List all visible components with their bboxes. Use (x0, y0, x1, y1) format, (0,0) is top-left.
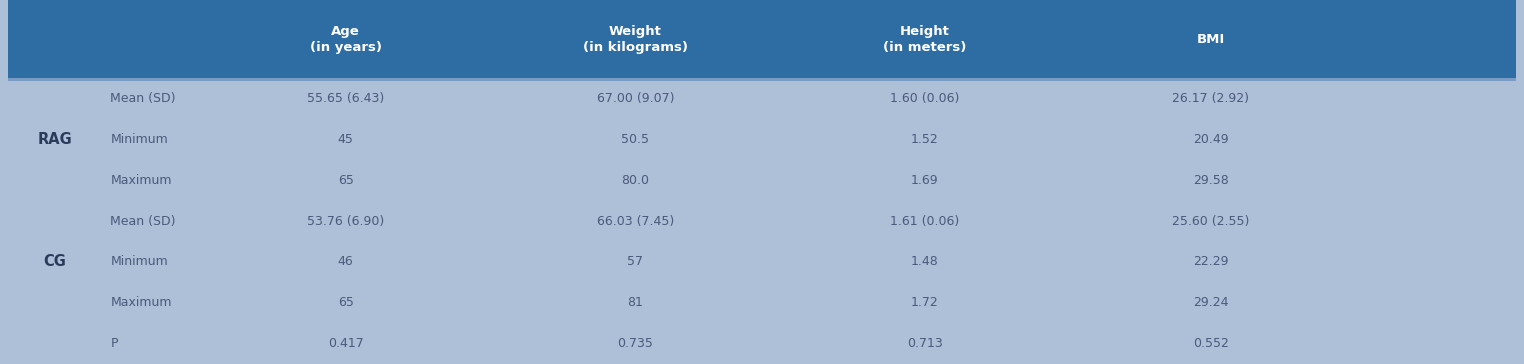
Text: 80.0: 80.0 (622, 174, 649, 187)
Text: 25.60 (2.55): 25.60 (2.55) (1172, 215, 1250, 228)
Bar (8, 78, 1516, 81)
Text: 65: 65 (338, 296, 354, 309)
Text: 1.61 (0.06): 1.61 (0.06) (890, 215, 960, 228)
Text: Minimum: Minimum (110, 133, 168, 146)
Bar (8, 78, 1516, 364)
Text: 67.00 (9.07): 67.00 (9.07) (596, 92, 674, 105)
Text: 57: 57 (628, 256, 643, 269)
Text: 46: 46 (338, 256, 354, 269)
Text: Minimum: Minimum (110, 256, 168, 269)
Text: Age
(in years): Age (in years) (309, 25, 381, 54)
Text: 1.60 (0.06): 1.60 (0.06) (890, 92, 960, 105)
Text: 81: 81 (628, 296, 643, 309)
Text: Maximum: Maximum (110, 174, 172, 187)
Text: 66.03 (7.45): 66.03 (7.45) (596, 215, 674, 228)
Text: BMI: BMI (1196, 33, 1225, 46)
Bar (8, 0, 1516, 78)
Text: 1.69: 1.69 (911, 174, 939, 187)
Text: 0.552: 0.552 (1193, 337, 1228, 350)
Text: 65: 65 (338, 174, 354, 187)
Text: 53.76 (6.90): 53.76 (6.90) (306, 215, 384, 228)
Text: CG: CG (44, 254, 67, 269)
Text: 1.48: 1.48 (911, 256, 939, 269)
Text: Maximum: Maximum (110, 296, 172, 309)
Text: Weight
(in kilograms): Weight (in kilograms) (582, 25, 687, 54)
Text: 20.49: 20.49 (1193, 133, 1228, 146)
Text: 0.417: 0.417 (328, 337, 363, 350)
Text: Height
(in meters): Height (in meters) (884, 25, 966, 54)
Text: 1.72: 1.72 (911, 296, 939, 309)
Text: 0.735: 0.735 (617, 337, 654, 350)
Text: 50.5: 50.5 (622, 133, 649, 146)
Text: Mean (SD): Mean (SD) (110, 215, 175, 228)
Text: 55.65 (6.43): 55.65 (6.43) (306, 92, 384, 105)
Text: 0.713: 0.713 (907, 337, 943, 350)
Text: 22.29: 22.29 (1193, 256, 1228, 269)
Text: 1.52: 1.52 (911, 133, 939, 146)
Text: RAG: RAG (38, 132, 73, 147)
Text: 45: 45 (338, 133, 354, 146)
Text: Mean (SD): Mean (SD) (110, 92, 175, 105)
Text: 29.58: 29.58 (1193, 174, 1228, 187)
Text: P: P (110, 337, 117, 350)
Text: 29.24: 29.24 (1193, 296, 1228, 309)
Text: 26.17 (2.92): 26.17 (2.92) (1172, 92, 1250, 105)
